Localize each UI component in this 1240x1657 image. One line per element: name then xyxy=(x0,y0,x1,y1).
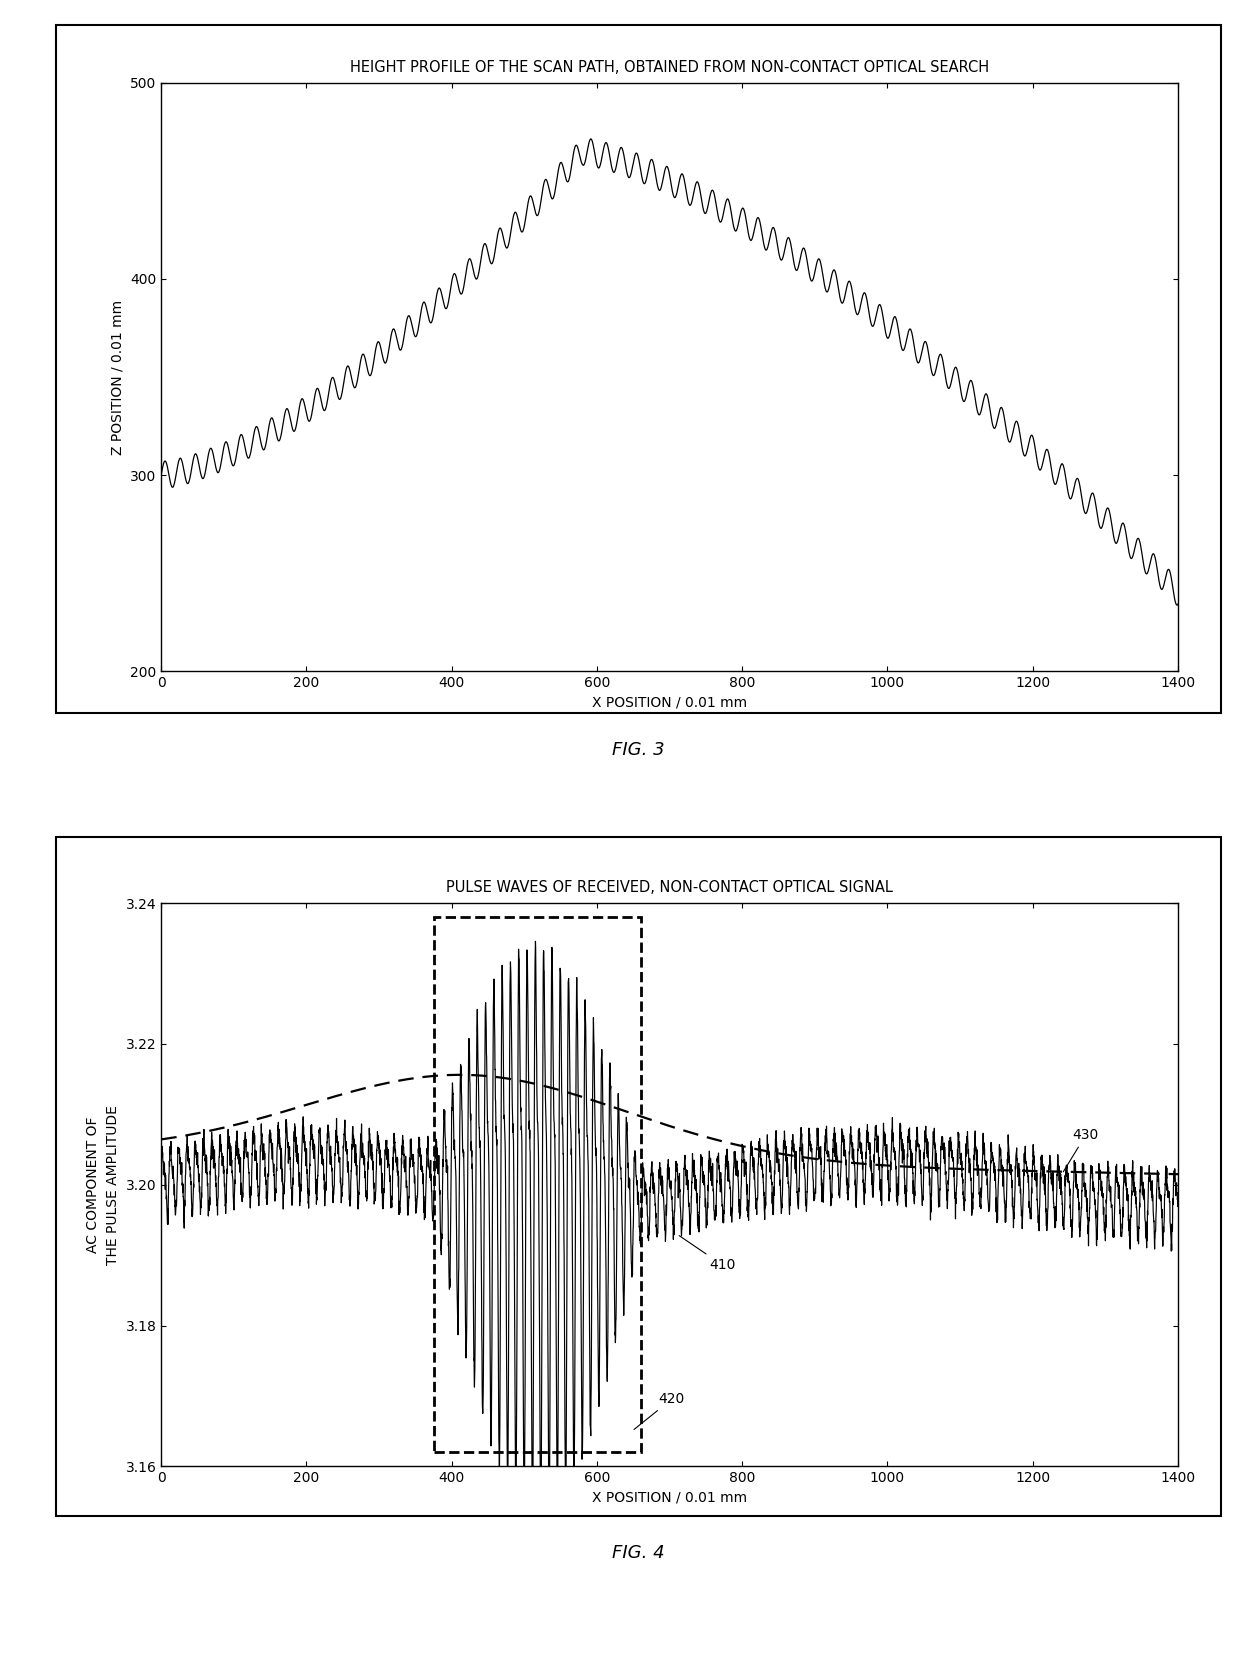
Bar xyxy=(434,918,641,1453)
Y-axis label: Z POSITION / 0.01 mm: Z POSITION / 0.01 mm xyxy=(110,300,124,454)
Text: FIG. 4: FIG. 4 xyxy=(613,1544,665,1563)
Y-axis label: AC COMPONENT OF
THE PULSE AMPLITUDE: AC COMPONENT OF THE PULSE AMPLITUDE xyxy=(87,1105,120,1264)
Text: FIG. 3: FIG. 3 xyxy=(613,741,665,759)
Text: 430: 430 xyxy=(1063,1128,1099,1171)
Text: 420: 420 xyxy=(634,1392,684,1430)
X-axis label: X POSITION / 0.01 mm: X POSITION / 0.01 mm xyxy=(591,696,748,709)
Text: 410: 410 xyxy=(680,1236,735,1273)
X-axis label: X POSITION / 0.01 mm: X POSITION / 0.01 mm xyxy=(591,1491,748,1505)
Title: HEIGHT PROFILE OF THE SCAN PATH, OBTAINED FROM NON-CONTACT OPTICAL SEARCH: HEIGHT PROFILE OF THE SCAN PATH, OBTAINE… xyxy=(350,60,990,75)
Title: PULSE WAVES OF RECEIVED, NON-CONTACT OPTICAL SIGNAL: PULSE WAVES OF RECEIVED, NON-CONTACT OPT… xyxy=(446,880,893,895)
